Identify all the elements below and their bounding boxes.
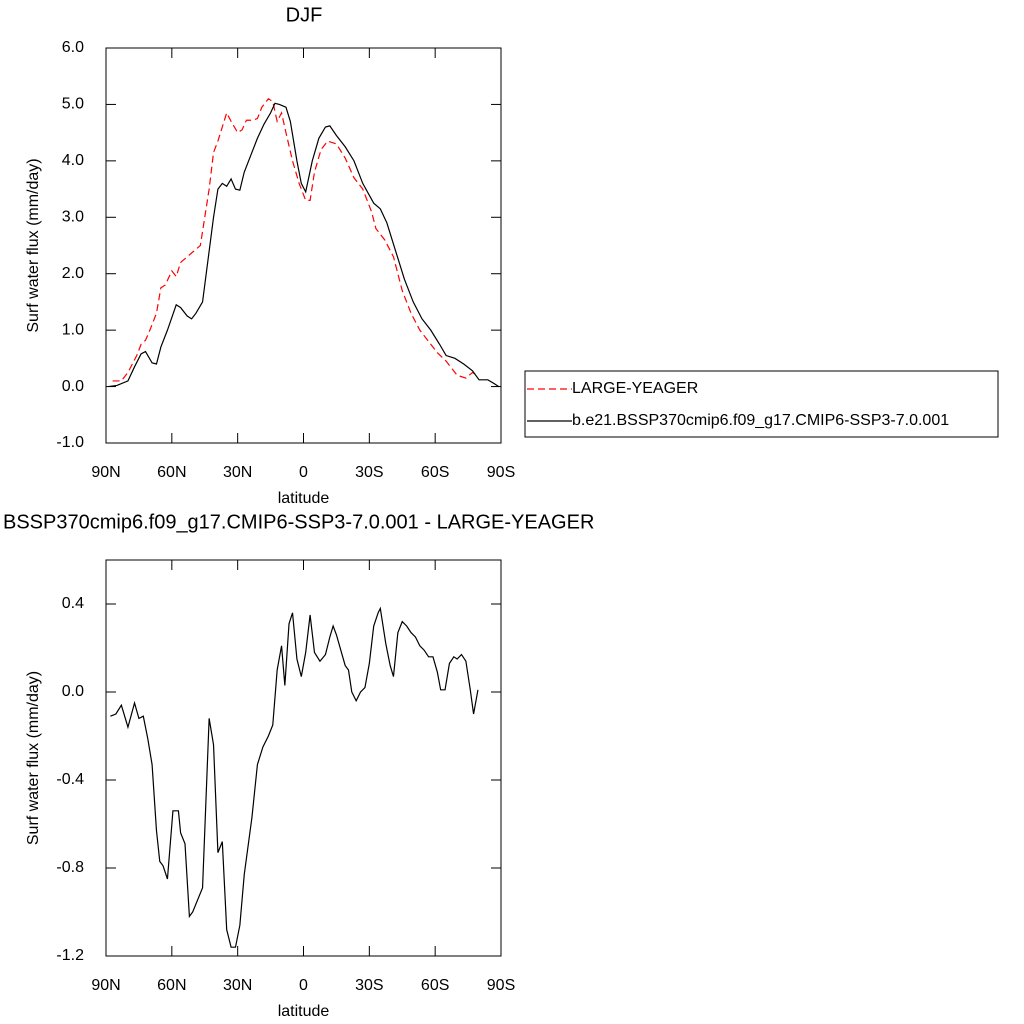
x-tick-label: 60N — [157, 464, 186, 481]
x-tick-label: 30N — [223, 464, 252, 481]
y-tick-label: 4.0 — [62, 152, 84, 169]
legend-label: b.e21.BSSP370cmip6.f09_g17.CMIP6-SSP3-7.… — [572, 412, 949, 429]
x-tick-label: 30N — [223, 977, 252, 994]
y-tick-label: -0.4 — [56, 771, 84, 788]
y-tick-label: -1.2 — [56, 947, 84, 964]
x-tick-label: 60N — [157, 977, 186, 994]
y-tick-label: 2.0 — [62, 265, 84, 282]
y-tick-label: -0.8 — [56, 859, 84, 876]
data-line — [112, 97, 478, 382]
x-tick-label: 90S — [487, 977, 515, 994]
x-tick-label: 30S — [355, 464, 383, 481]
x-axis-label: latitude — [278, 1003, 330, 1020]
legend-box — [524, 370, 999, 438]
y-tick-label: -1.0 — [56, 434, 84, 451]
plot-frame — [105, 559, 502, 957]
y-tick-label: 5.0 — [62, 96, 84, 113]
x-axis-label: latitude — [278, 490, 330, 507]
x-tick-label: 90S — [487, 464, 515, 481]
chart-title: DJF — [286, 4, 323, 26]
legend-label: LARGE-YEAGER — [572, 380, 698, 397]
plot-frame — [105, 47, 502, 444]
y-tick-label: 0.0 — [62, 378, 84, 395]
x-tick-label: 0 — [299, 977, 308, 994]
y-tick-label: 0.4 — [62, 595, 84, 612]
y-axis-label: Surf water flux (mm/day) — [25, 158, 42, 332]
x-tick-label: 90N — [91, 977, 120, 994]
y-tick-label: 3.0 — [62, 209, 84, 226]
x-tick-label: 60S — [421, 977, 449, 994]
x-tick-label: 0 — [299, 464, 308, 481]
chart-title: BSSP370cmip6.f09_g17.CMIP6-SSP3-7.0.001 … — [3, 511, 594, 533]
y-tick-label: 6.0 — [62, 39, 84, 56]
x-tick-label: 30S — [355, 977, 383, 994]
x-tick-label: 60S — [421, 464, 449, 481]
data-line — [108, 102, 500, 388]
y-tick-label: 1.0 — [62, 321, 84, 338]
data-line — [110, 606, 479, 948]
y-axis-label: Surf water flux (mm/day) — [25, 671, 42, 845]
x-tick-label: 90N — [91, 464, 120, 481]
y-tick-label: 0.0 — [62, 683, 84, 700]
